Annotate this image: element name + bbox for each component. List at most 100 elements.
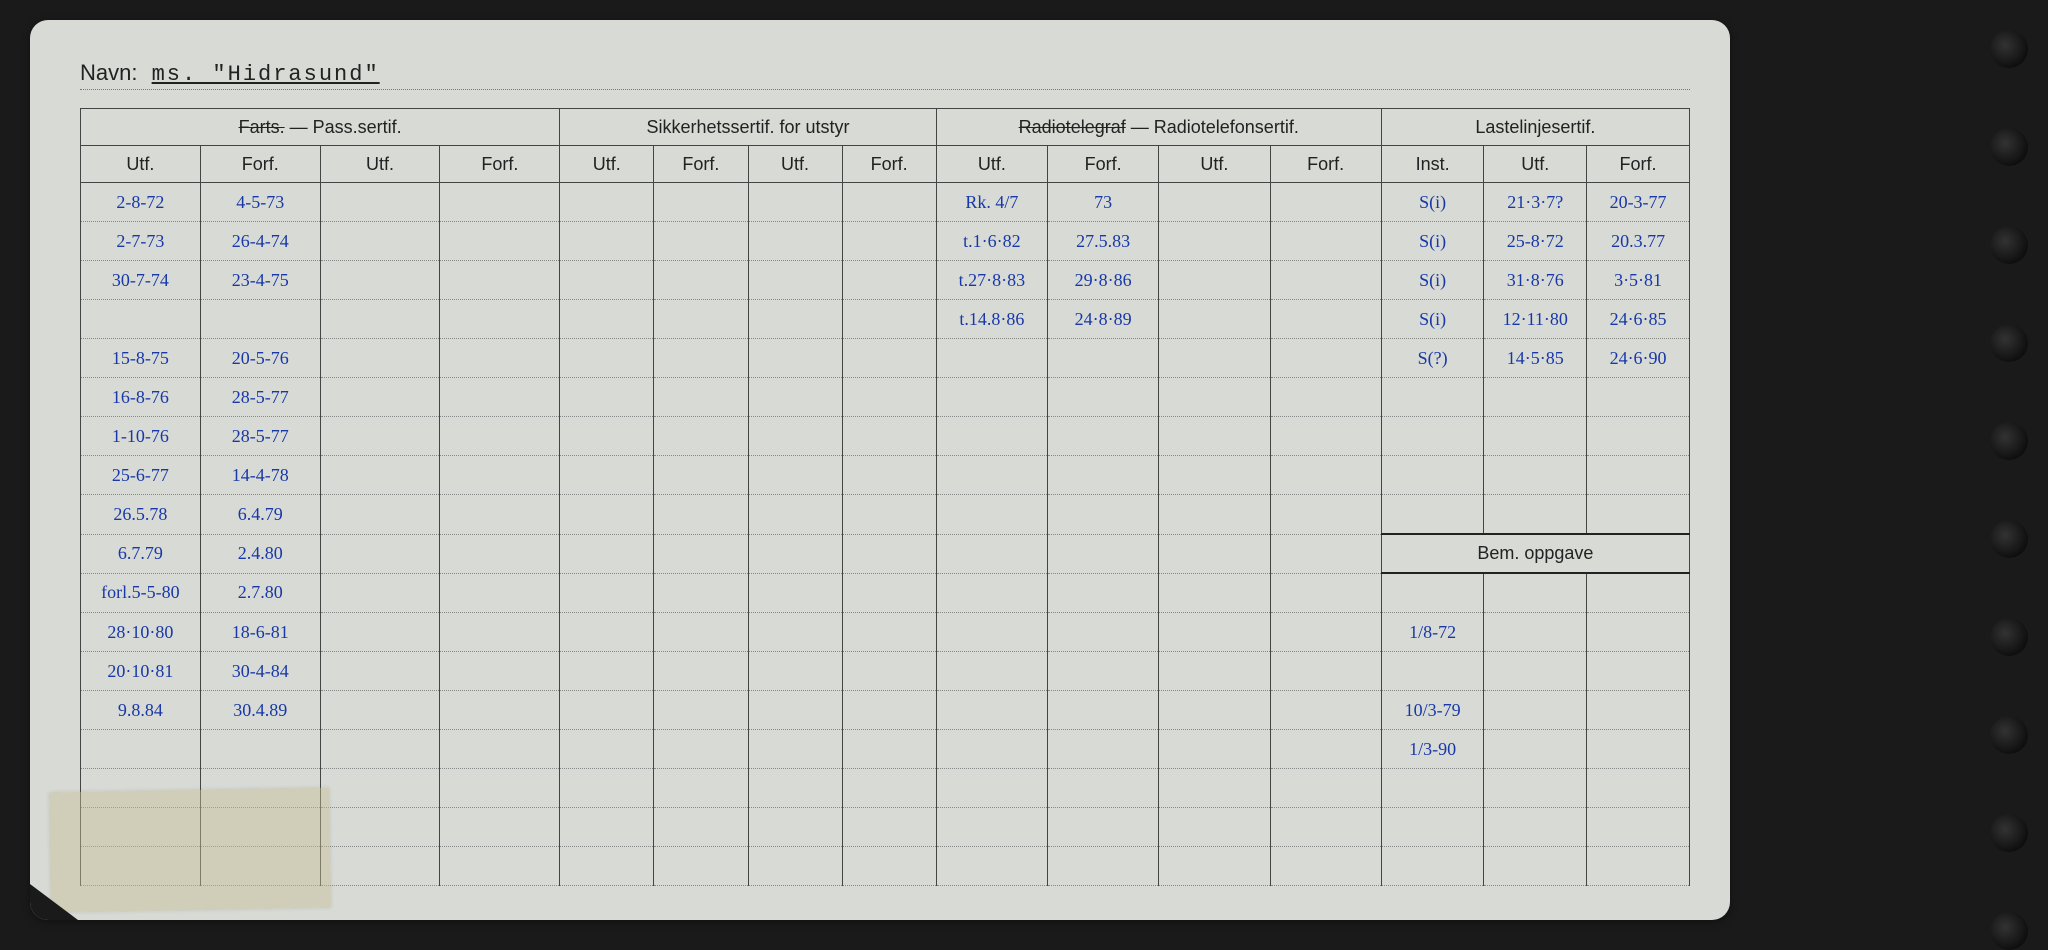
bem-cell: [1587, 691, 1690, 730]
table-cell: [654, 222, 748, 261]
table-cell: [320, 691, 440, 730]
table-cell: 30-7-74: [81, 261, 201, 300]
table-cell: [1270, 222, 1381, 261]
col-header: Forf.: [1048, 146, 1159, 183]
table-cell: 2-8-72: [81, 183, 201, 222]
table-cell: 25-8·72: [1484, 222, 1587, 261]
table-cell: 20-5-76: [200, 339, 320, 378]
table-cell: [81, 730, 201, 769]
table-cell: [1270, 300, 1381, 339]
table-cell: [1270, 456, 1381, 495]
hole-icon: [1990, 520, 2028, 558]
table-cell: S(i): [1381, 222, 1484, 261]
table-cell: [842, 261, 936, 300]
hole-icon: [1990, 814, 2028, 852]
table-cell: [936, 456, 1047, 495]
bem-cell: [1587, 769, 1690, 808]
table-cell: 30.4.89: [200, 691, 320, 730]
table-cell: [654, 417, 748, 456]
table-cell: Rk. 4/7: [936, 183, 1047, 222]
table-row: 26.5.786.4.79: [81, 495, 1690, 535]
table-cell: [842, 300, 936, 339]
table-cell: [440, 222, 560, 261]
table-cell: [842, 378, 936, 417]
table-cell: [1159, 730, 1270, 769]
record-card: Navn: ms. "Hidrasund" Farts. — Pass.sert…: [30, 20, 1730, 920]
table-cell: [320, 769, 440, 808]
table-cell: 6.4.79: [200, 495, 320, 535]
table-cell: [1159, 456, 1270, 495]
table-cell: [936, 652, 1047, 691]
table-cell: 3·5·81: [1587, 261, 1690, 300]
table-cell: [1048, 691, 1159, 730]
table-cell: 26.5.78: [81, 495, 201, 535]
table-cell: [1270, 417, 1381, 456]
table-cell: [936, 847, 1047, 886]
table-cell: 73: [1048, 183, 1159, 222]
table-cell: [936, 339, 1047, 378]
table-cell: [440, 378, 560, 417]
table-cell: [320, 534, 440, 573]
table-cell: [440, 691, 560, 730]
table-cell: [842, 769, 936, 808]
table-cell: [842, 730, 936, 769]
table-row: 2-8-724-5-73Rk. 4/773S(i)21·3·7?20-3-77: [81, 183, 1690, 222]
table-cell: [560, 339, 654, 378]
table-cell: 15-8-75: [81, 339, 201, 378]
col-header: Forf.: [200, 146, 320, 183]
table-cell: [842, 613, 936, 652]
table-cell: [1159, 691, 1270, 730]
table-cell: [748, 456, 842, 495]
table-cell: [320, 339, 440, 378]
table-cell: t.14.8·86: [936, 300, 1047, 339]
table-cell: [560, 730, 654, 769]
table-cell: [320, 730, 440, 769]
bem-cell: [1587, 730, 1690, 769]
table-cell: [1270, 847, 1381, 886]
table-cell: [1381, 417, 1484, 456]
table-cell: [1587, 417, 1690, 456]
table-cell: [1270, 652, 1381, 691]
table-cell: [1270, 613, 1381, 652]
table-cell: 21·3·7?: [1484, 183, 1587, 222]
table-cell: [654, 613, 748, 652]
table-cell: [320, 847, 440, 886]
table-cell: [440, 300, 560, 339]
table-cell: [1048, 495, 1159, 535]
table-cell: [1270, 339, 1381, 378]
table-row: 20·10·8130-4-84: [81, 652, 1690, 691]
table-cell: [560, 808, 654, 847]
table-cell: [320, 378, 440, 417]
table-cell: [81, 300, 201, 339]
col-header: Forf.: [842, 146, 936, 183]
table-cell: [654, 378, 748, 417]
table-cell: [654, 573, 748, 613]
table-cell: [560, 300, 654, 339]
table-cell: [842, 495, 936, 535]
table-cell: [654, 847, 748, 886]
table-cell: [936, 613, 1047, 652]
table-cell: S(?): [1381, 339, 1484, 378]
table-cell: [440, 808, 560, 847]
table-cell: [1048, 339, 1159, 378]
table-cell: [320, 808, 440, 847]
table-cell: 25-6-77: [81, 456, 201, 495]
table-cell: [654, 495, 748, 535]
table-cell: 28·10·80: [81, 613, 201, 652]
table-cell: [560, 378, 654, 417]
table-cell: [1381, 495, 1484, 535]
table-cell: [560, 534, 654, 573]
table-cell: [1270, 730, 1381, 769]
hole-icon: [1990, 30, 2028, 68]
table-cell: 2.4.80: [200, 534, 320, 573]
table-cell: [842, 222, 936, 261]
table-cell: [654, 730, 748, 769]
table-cell: [1270, 769, 1381, 808]
binder-holes: [1990, 30, 2028, 950]
table-row: 9.8.8430.4.8910/3-79: [81, 691, 1690, 730]
table-cell: [842, 573, 936, 613]
table-cell: [748, 300, 842, 339]
table-cell: [1048, 456, 1159, 495]
bem-cell: [1484, 613, 1587, 652]
table-cell: 1-10-76: [81, 417, 201, 456]
